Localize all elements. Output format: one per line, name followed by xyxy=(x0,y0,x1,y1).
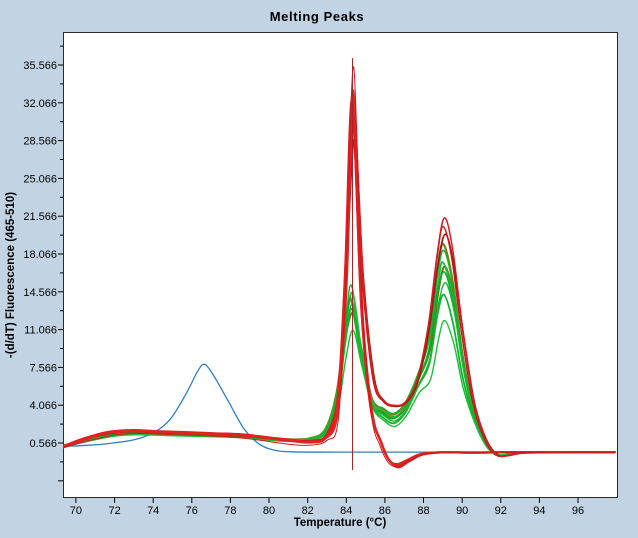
y-tick-label: 0.566 xyxy=(29,438,57,450)
y-tick-label: 35.566 xyxy=(23,60,57,72)
x-tick-label: 96 xyxy=(572,505,584,517)
plot-area xyxy=(63,32,618,498)
y-tick-label: 32.066 xyxy=(23,98,57,110)
x-tick-label: 86 xyxy=(379,505,391,517)
y-tick-label: 4.066 xyxy=(29,400,57,412)
melt-curves xyxy=(63,66,616,469)
y-tick-label: 28.566 xyxy=(23,136,57,148)
x-tick-label: 74 xyxy=(147,505,159,517)
y-tick-label: 21.566 xyxy=(23,211,57,223)
x-tick-label: 88 xyxy=(417,505,429,517)
axis-tick-labels: 70 72 74 76 78 80 82 84 86 88 90 92 94 96 0.566 4.066 7.… xyxy=(23,60,584,517)
x-tick-label: 84 xyxy=(340,505,352,517)
y-axis-title: -(d/dT) Fluorescence (465-510) xyxy=(5,192,17,358)
melt-curve-blue-flat-sample xyxy=(63,363,616,453)
chart-title: Melting Peaks xyxy=(270,9,365,24)
x-tick-label: 70 xyxy=(70,505,82,517)
y-tick-label: 18.066 xyxy=(23,249,57,261)
y-tick-label: 7.566 xyxy=(29,362,57,374)
x-tick-label: 72 xyxy=(108,505,120,517)
y-tick-label: 14.566 xyxy=(23,287,57,299)
axis-ticks xyxy=(58,45,579,503)
x-tick-label: 80 xyxy=(263,505,275,517)
x-tick-label: 90 xyxy=(456,505,468,517)
y-tick-label: 25.066 xyxy=(23,173,57,185)
melt-curve-red-thin-tallest xyxy=(63,66,616,468)
x-tick-label: 94 xyxy=(533,505,545,517)
x-tick-label: 78 xyxy=(224,505,236,517)
y-tick-label: 11.066 xyxy=(24,325,57,337)
x-tick-label: 82 xyxy=(302,505,314,517)
x-axis-title: Temperature (°C) xyxy=(294,517,387,529)
x-tick-label: 92 xyxy=(495,505,507,517)
melt-curve-green-sample-6 xyxy=(63,319,616,456)
x-tick-label: 76 xyxy=(186,505,198,517)
